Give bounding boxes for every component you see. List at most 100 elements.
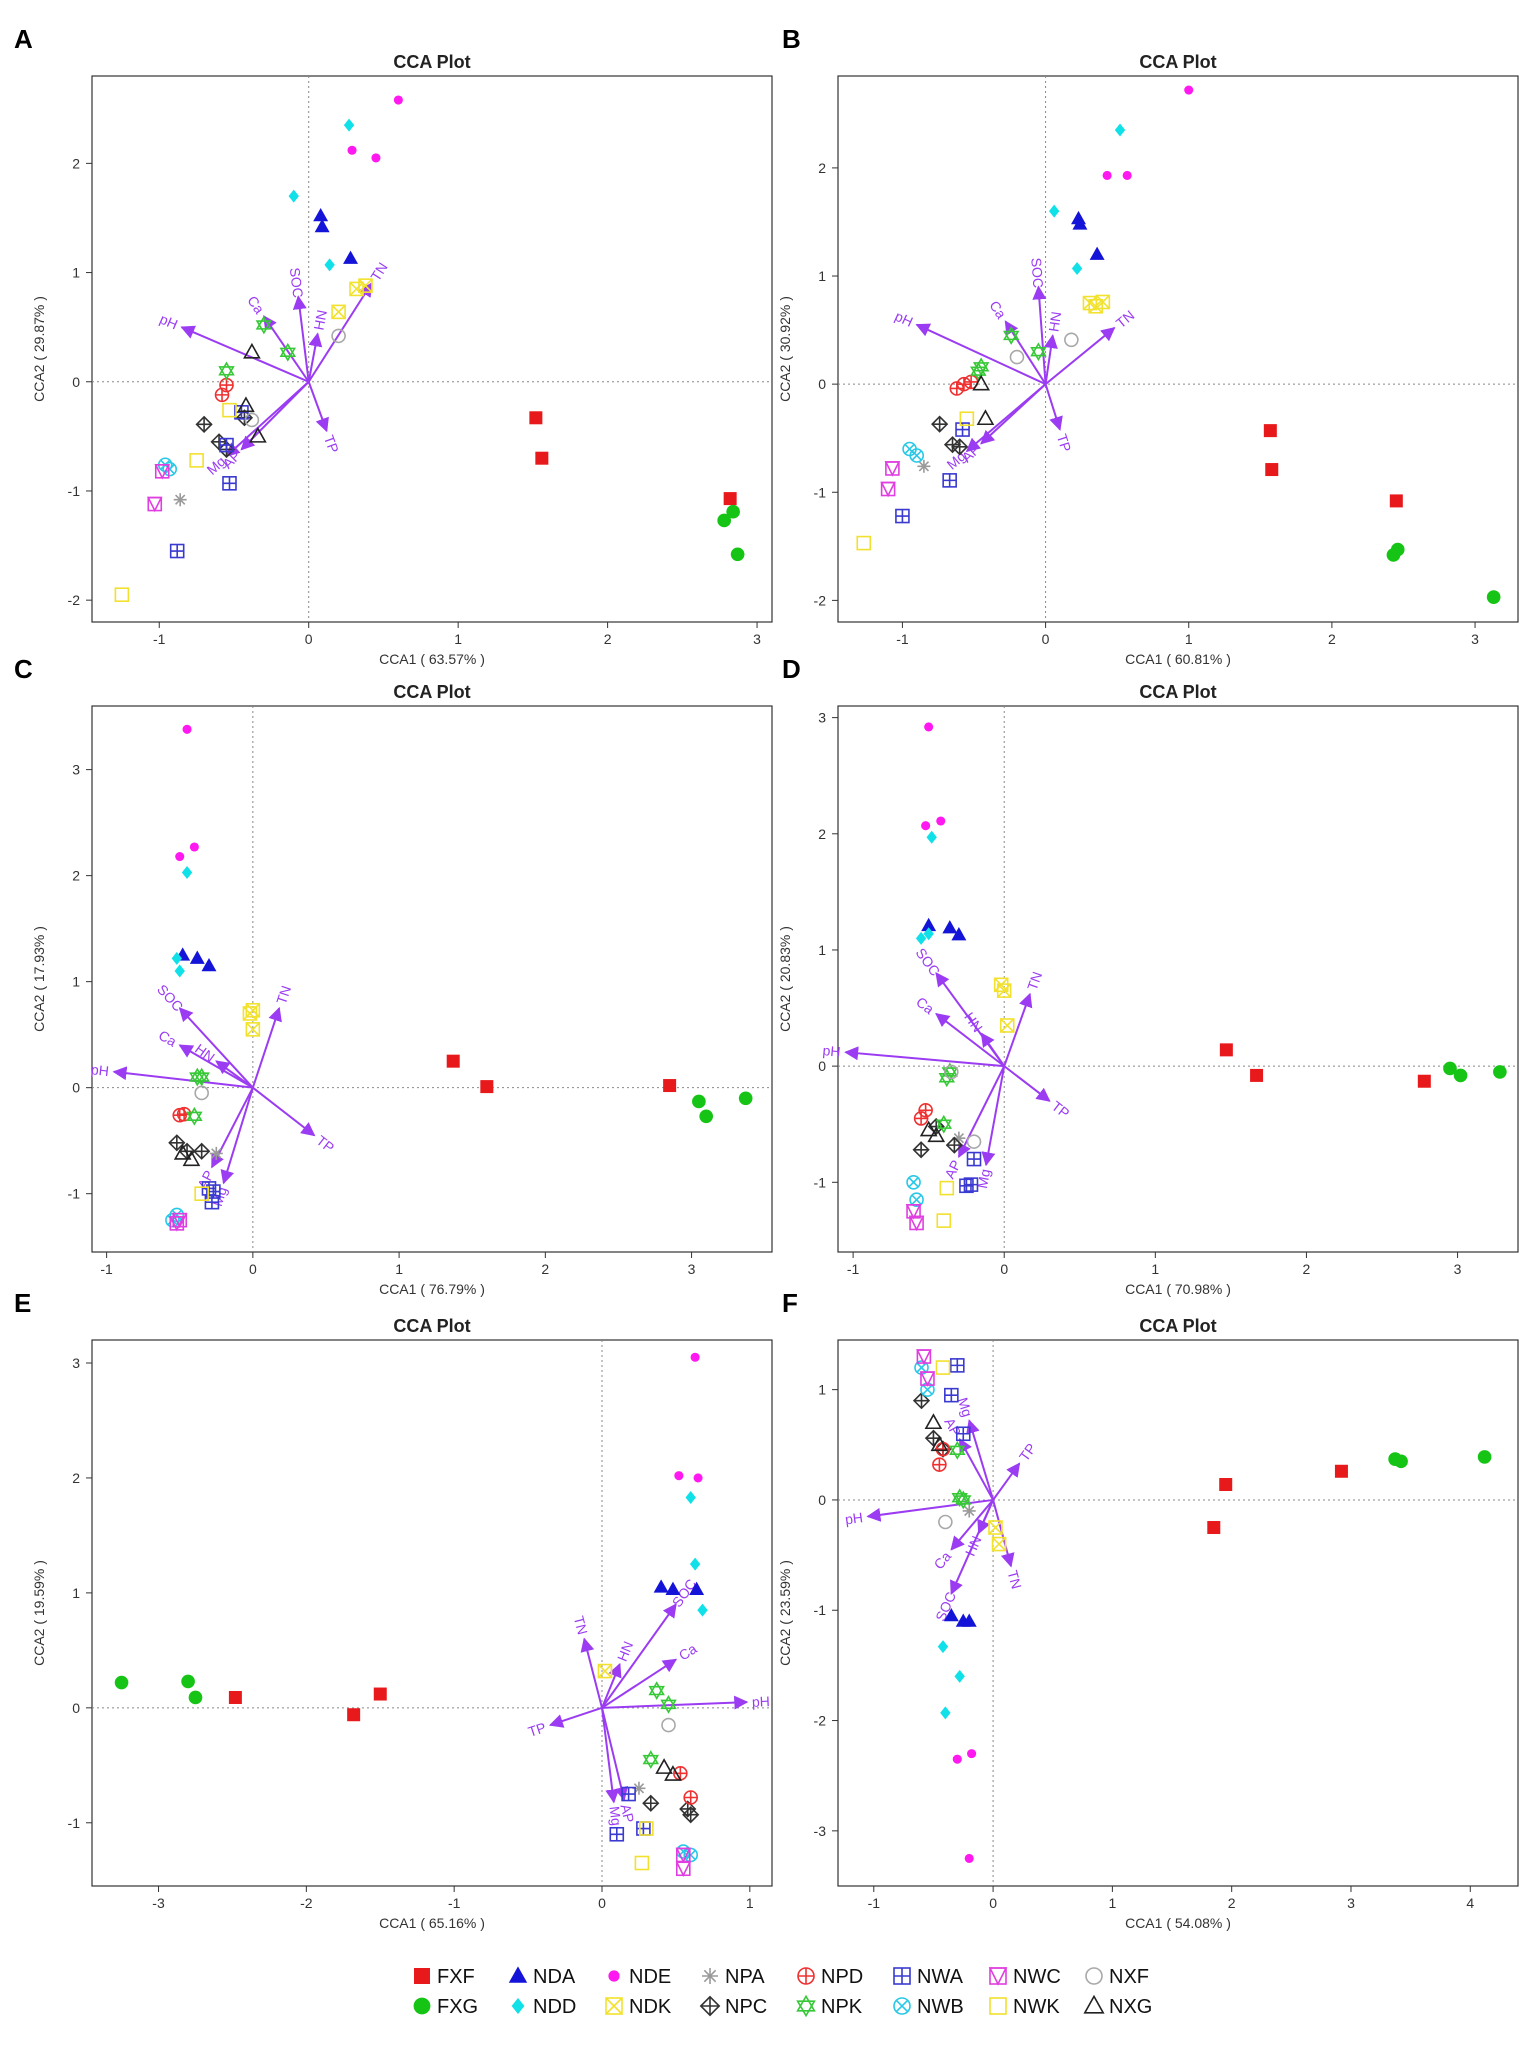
point-nda	[943, 1607, 959, 1622]
plot-frame	[91, 75, 773, 623]
point-fxf	[1334, 1464, 1348, 1478]
point-npc	[168, 1134, 186, 1152]
panel-letter: C	[14, 654, 33, 684]
point-npd	[932, 1457, 947, 1472]
point-nwc	[880, 481, 896, 498]
point-nwa	[966, 1151, 982, 1167]
legend-item-nwb: NWB	[893, 1996, 964, 2018]
y-tick-label: 1	[818, 1382, 826, 1398]
point-fxf	[1219, 1477, 1233, 1491]
point-npa	[209, 1146, 223, 1160]
y-tick-label: -1	[814, 1602, 827, 1618]
legend-marker	[893, 1997, 911, 2015]
y-tick-label: -1	[814, 1174, 827, 1190]
arrow-label: TP	[321, 433, 342, 455]
legend-marker	[988, 1967, 1008, 1986]
arrow-mg	[601, 1707, 620, 1804]
point-nwc	[919, 1371, 936, 1387]
legend-marker	[414, 1968, 430, 1984]
arrow-ca	[950, 1499, 994, 1551]
arrow-label: Mg	[974, 1168, 993, 1190]
point-npc	[193, 1142, 211, 1160]
point-ndd	[1071, 261, 1083, 275]
point-nwk	[935, 1360, 951, 1375]
plot-frame	[837, 75, 1519, 623]
point-nwc	[675, 1847, 692, 1864]
arrow-soc	[601, 1603, 677, 1709]
point-nwa	[621, 1786, 636, 1802]
arrow-label: Ca	[156, 1027, 180, 1050]
x-tick-label: -1	[868, 1895, 881, 1911]
point-ndd	[689, 1557, 701, 1571]
point-nda	[689, 1581, 705, 1595]
x-tick-label: 1	[454, 631, 462, 647]
arrow-label: Mg	[606, 1805, 624, 1826]
point-nda	[1072, 216, 1088, 230]
x-tick-label: 0	[1042, 631, 1050, 647]
point-nwa	[955, 1426, 971, 1442]
point-fxf	[529, 411, 543, 425]
arrow-label: Ca	[244, 293, 267, 317]
point-nde	[1122, 170, 1132, 181]
point-ndk	[349, 281, 364, 297]
point-npc	[945, 1136, 963, 1154]
point-nxg	[243, 342, 261, 359]
x-axis-label: CCA1 ( 65.16% )	[379, 1915, 485, 1931]
point-nxg	[924, 1413, 943, 1430]
point-fxf	[228, 1690, 242, 1704]
y-tick-label: 2	[72, 155, 80, 171]
point-nxf	[331, 328, 346, 344]
point-npk	[642, 1750, 660, 1769]
point-nde	[690, 1352, 700, 1362]
y-tick-label: 2	[818, 826, 826, 842]
chart-title: CCA Plot	[393, 52, 470, 72]
point-nwb	[909, 1192, 924, 1208]
arrow-label: Ca	[930, 1548, 954, 1572]
point-nwk	[939, 1180, 955, 1196]
x-axis-label: CCA1 ( 70.98% )	[1125, 1281, 1231, 1297]
legend-marker	[699, 1995, 721, 2017]
y-tick-label: 0	[72, 374, 80, 390]
point-nde	[693, 1473, 703, 1483]
plot-frame	[837, 1339, 1519, 1887]
arrow-tp	[1044, 383, 1063, 431]
arrow-mg	[225, 381, 310, 457]
point-npa	[632, 1781, 646, 1795]
point-npk	[186, 1106, 203, 1126]
y-tick-label: -1	[68, 1815, 81, 1831]
y-tick-label: -1	[68, 483, 81, 499]
point-nda	[343, 250, 359, 264]
point-nda	[201, 957, 217, 972]
point-nxg	[655, 1758, 673, 1774]
y-tick-label: 3	[818, 710, 826, 726]
x-tick-label: 3	[1454, 1261, 1462, 1277]
y-tick-label: 2	[818, 160, 826, 176]
legend-item-npd: NPD	[797, 1966, 863, 1988]
point-fxg	[699, 1109, 714, 1124]
arrow-label: pH	[90, 1061, 110, 1079]
point-npd	[214, 387, 230, 403]
point-fxf	[347, 1708, 361, 1722]
point-fxg	[692, 1094, 706, 1109]
arrow-label: Ca	[676, 1640, 700, 1663]
point-nwb	[909, 448, 925, 463]
panel-B: B CCA Plot -1 0 1 2 3 -2 -1 0 1 2 CCA1 ( 60.81% ) CCA…	[777, 24, 1519, 667]
point-nda	[314, 218, 330, 233]
point-nwk	[856, 535, 872, 551]
legend-marker	[1083, 1994, 1105, 2014]
point-fxg	[738, 1091, 753, 1106]
legend-marker	[893, 1967, 911, 1985]
y-tick-label: -2	[814, 592, 827, 608]
point-ndk	[1095, 294, 1111, 310]
legend-marker	[702, 1968, 718, 1984]
x-tick-label: 0	[249, 1261, 257, 1277]
arrow-label: AP	[941, 1157, 964, 1181]
point-npk	[279, 342, 296, 362]
point-nde	[347, 145, 357, 155]
point-ndd	[926, 830, 937, 844]
x-tick-label: -3	[152, 1895, 165, 1911]
point-npa	[952, 1131, 966, 1145]
panel-F: F CCA Plot -1 0 1 2 3 4 -3 -2 -1 0 1 CCA1 ( 54.08% ) C…	[777, 1288, 1519, 1931]
x-tick-label: 3	[1347, 1895, 1355, 1911]
point-nde	[182, 724, 192, 734]
